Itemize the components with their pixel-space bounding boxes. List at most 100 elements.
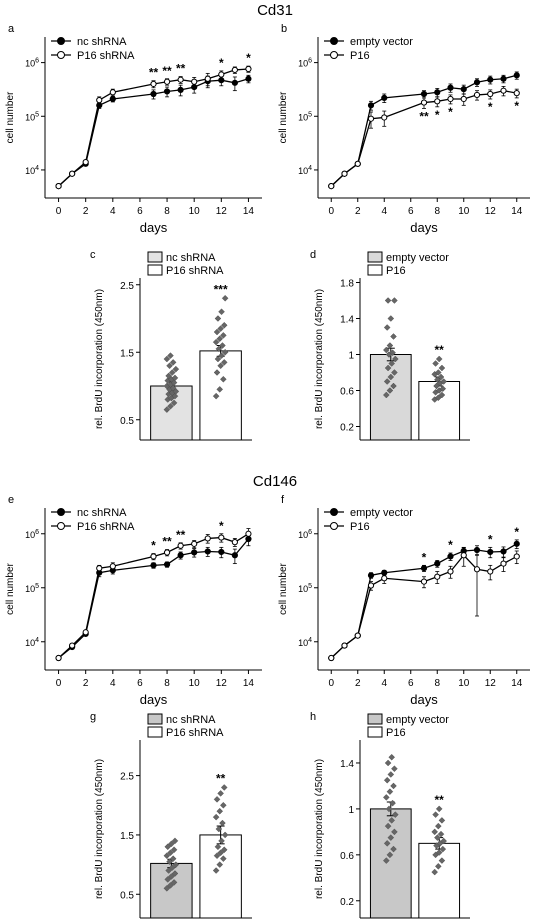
- legend-swatch: [367, 264, 383, 276]
- data-point: [55, 182, 62, 190]
- data-point: [216, 386, 224, 393]
- data-point: [213, 328, 221, 336]
- significance-label: **: [149, 66, 159, 80]
- data-point: [387, 315, 395, 322]
- significance-label: *: [448, 538, 453, 552]
- significance-label: **: [216, 771, 226, 785]
- legend-marker: [57, 51, 65, 59]
- chart-d: d 0.2 0.6 1 1.4 1.8 rel. BrdU incorporation (4…: [310, 249, 470, 441]
- bar-1: [150, 862, 193, 919]
- data-point: [381, 94, 388, 101]
- data-point: [213, 796, 221, 803]
- data-point: [434, 573, 441, 580]
- y-axis-label: rel. BrdU incorporation (450nm): [94, 759, 105, 899]
- data-point: [164, 876, 172, 883]
- data-point: [341, 642, 348, 649]
- significance-label: **: [419, 109, 429, 123]
- data-point: [219, 342, 226, 349]
- data-point: [96, 565, 103, 572]
- y-tick-label: 1.4: [340, 315, 354, 326]
- data-point: [439, 845, 447, 853]
- data-point: [212, 813, 220, 821]
- y-tick-label: 104: [298, 637, 312, 648]
- data-point: [212, 867, 220, 874]
- panel-label: d: [310, 249, 316, 261]
- x-tick-label: 8: [434, 206, 440, 217]
- data-point: [381, 114, 388, 121]
- data-point: [386, 788, 394, 795]
- x-tick-label: 0: [56, 206, 62, 217]
- data-point: [435, 863, 442, 870]
- data-point: [383, 324, 391, 331]
- data-point: [166, 858, 173, 865]
- x-tick-label: 8: [164, 206, 170, 217]
- significance-label: **: [162, 64, 172, 78]
- data-point: [435, 394, 442, 401]
- data-point: [204, 75, 211, 82]
- data-point: [388, 753, 395, 761]
- x-tick-label: 12: [216, 678, 228, 689]
- data-point: [204, 548, 211, 555]
- data-point: [191, 540, 198, 547]
- x-axis-label: days: [140, 220, 168, 235]
- y-tick-label: 1.5: [120, 831, 134, 842]
- data-point: [109, 563, 116, 570]
- data-point: [420, 578, 428, 585]
- data-point: [432, 811, 439, 818]
- significance-label: *: [151, 539, 156, 553]
- x-tick-label: 12: [485, 206, 497, 217]
- data-point: [231, 66, 238, 74]
- data-point: [460, 552, 467, 559]
- y-tick-label: 106: [25, 529, 39, 540]
- data-point: [220, 784, 228, 791]
- y-axis-label: rel. BrdU incorporation (450nm): [314, 289, 325, 429]
- data-point: [447, 95, 454, 103]
- data-point: [390, 333, 397, 340]
- legend-label: P16: [386, 265, 406, 277]
- legend-label: P16 shRNA: [77, 521, 135, 533]
- data-point: [384, 297, 392, 304]
- x-tick-label: 12: [485, 678, 497, 689]
- data-point: [216, 807, 224, 815]
- data-point: [215, 825, 223, 833]
- data-point: [434, 98, 441, 105]
- data-point: [473, 546, 481, 554]
- data-point: [367, 582, 375, 589]
- data-point: [221, 831, 229, 839]
- data-point: [435, 849, 443, 856]
- data-point: [55, 654, 62, 662]
- x-tick-label: 4: [381, 206, 387, 217]
- legend-label: empty vector: [386, 714, 449, 726]
- data-point: [168, 864, 176, 871]
- data-point: [167, 849, 174, 857]
- legend-marker: [57, 522, 65, 530]
- data-point: [191, 549, 198, 556]
- legend-label: empty vector: [350, 507, 413, 519]
- x-tick-label: 14: [243, 678, 255, 689]
- data-point: [435, 369, 442, 376]
- data-point: [220, 359, 228, 366]
- panel-label: h: [310, 711, 316, 723]
- x-tick-label: 4: [381, 678, 387, 689]
- data-point: [163, 88, 171, 95]
- data-point: [383, 391, 390, 399]
- x-tick-label: 14: [243, 206, 255, 217]
- legend-marker: [330, 508, 338, 516]
- x-tick-label: 10: [189, 206, 201, 217]
- y-axis-label: rel. BrdU incorporation (450nm): [94, 289, 105, 429]
- data-point: [354, 632, 361, 639]
- y-tick-label: 2.5: [120, 772, 134, 783]
- data-point: [391, 369, 398, 376]
- legend-label: P16: [350, 521, 370, 533]
- data-point: [391, 828, 398, 836]
- data-point: [473, 91, 481, 99]
- data-point: [388, 817, 395, 824]
- legend-swatch: [147, 251, 163, 263]
- legend-marker: [330, 522, 338, 530]
- chart-f: f 0 2 4 6 8 10 12 14 days 104 105 106 cell number * * * *…: [278, 494, 530, 707]
- legend-label: nc shRNA: [77, 36, 127, 48]
- data-point: [167, 882, 174, 889]
- data-point: [388, 360, 395, 367]
